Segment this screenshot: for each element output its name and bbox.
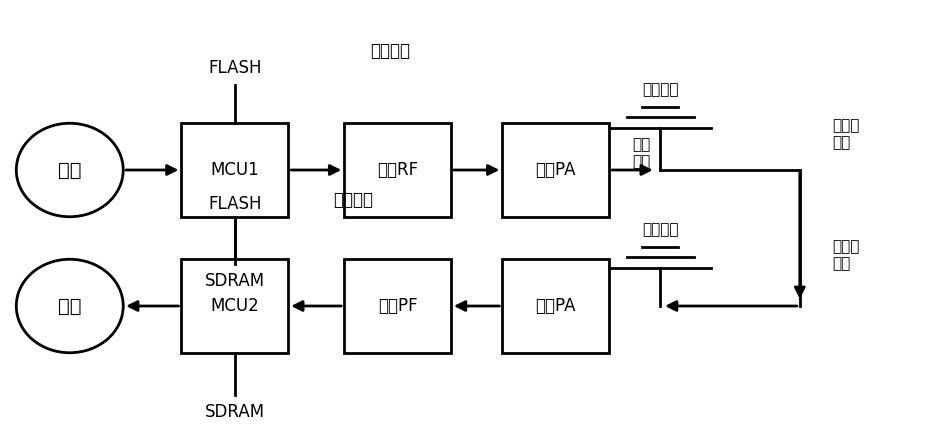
Text: 无线电波: 无线电波 <box>370 42 411 60</box>
Text: 放大
信号: 放大 信号 <box>632 137 651 169</box>
Text: 数字信号: 数字信号 <box>333 191 374 209</box>
Text: FLASH: FLASH <box>208 195 261 213</box>
Text: 第一PA: 第一PA <box>536 161 576 179</box>
Text: MCU2: MCU2 <box>210 297 259 315</box>
Text: 接收天线: 接收天线 <box>642 222 679 237</box>
Text: 信号: 信号 <box>58 161 82 179</box>
Bar <box>181 123 288 217</box>
Bar <box>181 259 288 353</box>
Text: 发射电
磁波: 发射电 磁波 <box>832 118 859 150</box>
Bar <box>502 123 609 217</box>
Bar <box>502 259 609 353</box>
Text: 第一RF: 第一RF <box>377 161 418 179</box>
Text: MCU1: MCU1 <box>210 161 259 179</box>
Text: 第二PF: 第二PF <box>378 297 418 315</box>
Text: SDRAM: SDRAM <box>205 403 265 421</box>
Text: 第二PA: 第二PA <box>536 297 576 315</box>
Text: 接收电
磁波: 接收电 磁波 <box>832 239 859 271</box>
Text: SDRAM: SDRAM <box>205 272 265 289</box>
Text: 发射天线: 发射天线 <box>642 82 679 97</box>
Text: 信号: 信号 <box>58 297 82 315</box>
Bar <box>344 123 451 217</box>
Text: FLASH: FLASH <box>208 59 261 77</box>
Bar <box>344 259 451 353</box>
